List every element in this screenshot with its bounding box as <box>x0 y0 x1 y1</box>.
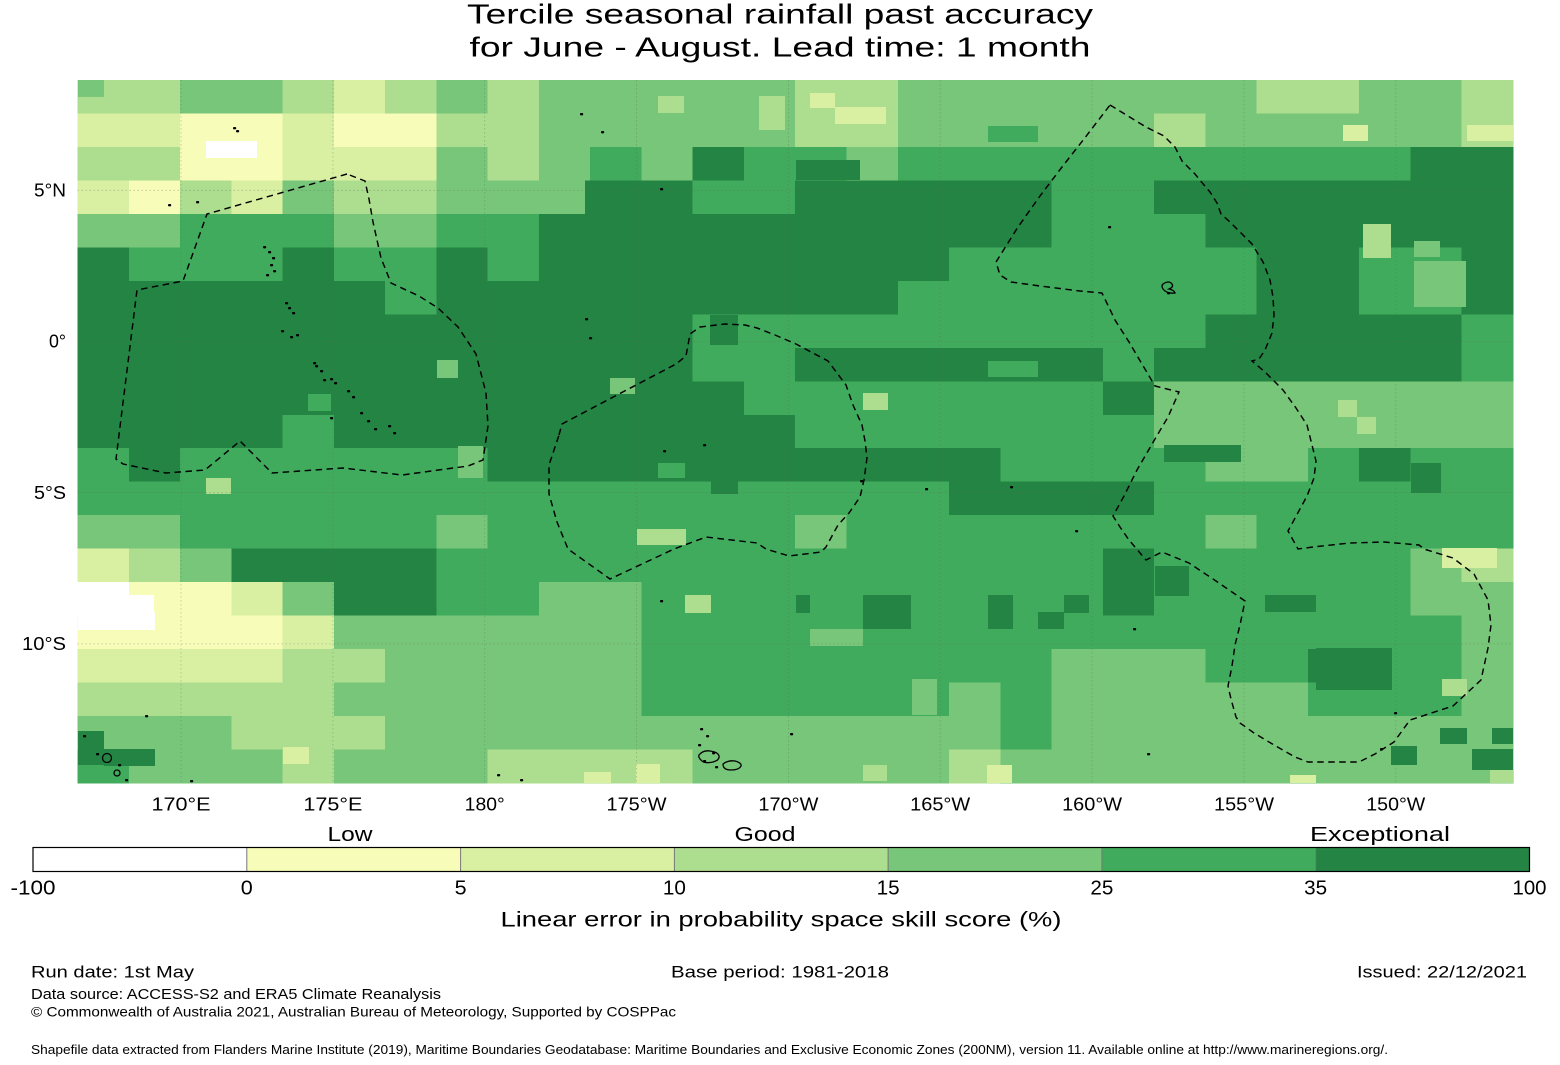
svg-text:150°W: 150°W <box>1366 795 1425 815</box>
svg-text:175°E: 175°E <box>303 795 362 815</box>
svg-text:15: 15 <box>877 878 900 900</box>
svg-text:170°W: 170°W <box>758 795 818 815</box>
svg-text:Data source: ACCESS-S2 and ERA: Data source: ACCESS-S2 and ERA5 Climate … <box>31 987 441 1003</box>
svg-text:160°W: 160°W <box>1062 795 1122 815</box>
svg-text:Shapefile data extracted from: Shapefile data extracted from Flanders M… <box>31 1042 1388 1057</box>
svg-text:35: 35 <box>1304 878 1327 900</box>
svg-text:Tercile seasonal rainfall past: Tercile seasonal rainfall past accuracy <box>467 0 1093 30</box>
svg-text:180°: 180° <box>465 795 505 815</box>
svg-text:100: 100 <box>1513 878 1547 900</box>
svg-text:Good: Good <box>735 823 796 846</box>
svg-text:0: 0 <box>241 878 253 900</box>
svg-text:170°E: 170°E <box>152 795 211 815</box>
svg-text:165°W: 165°W <box>910 795 970 815</box>
svg-text:5°S: 5°S <box>34 483 66 503</box>
svg-text:Low: Low <box>328 823 373 846</box>
svg-text:© Commonwealth of Australia 20: © Commonwealth of Australia 2021, Austra… <box>31 1004 676 1020</box>
svg-text:0°: 0° <box>49 332 66 352</box>
svg-text:155°W: 155°W <box>1214 795 1274 815</box>
svg-text:5°N: 5°N <box>34 181 66 201</box>
svg-text:Run date: 1st May: Run date: 1st May <box>31 964 195 982</box>
svg-text:for June - August. Lead time:: for June - August. Lead time: 1 month <box>470 32 1091 63</box>
svg-text:Issued: 22/12/2021: Issued: 22/12/2021 <box>1357 964 1527 982</box>
svg-text:Exceptional: Exceptional <box>1310 823 1450 846</box>
svg-text:25: 25 <box>1090 878 1113 900</box>
svg-text:10°S: 10°S <box>22 634 66 654</box>
svg-text:Base period: 1981-2018: Base period: 1981-2018 <box>671 964 889 982</box>
svg-text:175°W: 175°W <box>607 795 667 815</box>
svg-text:Linear error in probability sp: Linear error in probability space skill … <box>501 908 1062 932</box>
svg-text:10: 10 <box>663 878 686 900</box>
svg-text:-100: -100 <box>11 878 56 900</box>
svg-text:5: 5 <box>455 878 467 900</box>
